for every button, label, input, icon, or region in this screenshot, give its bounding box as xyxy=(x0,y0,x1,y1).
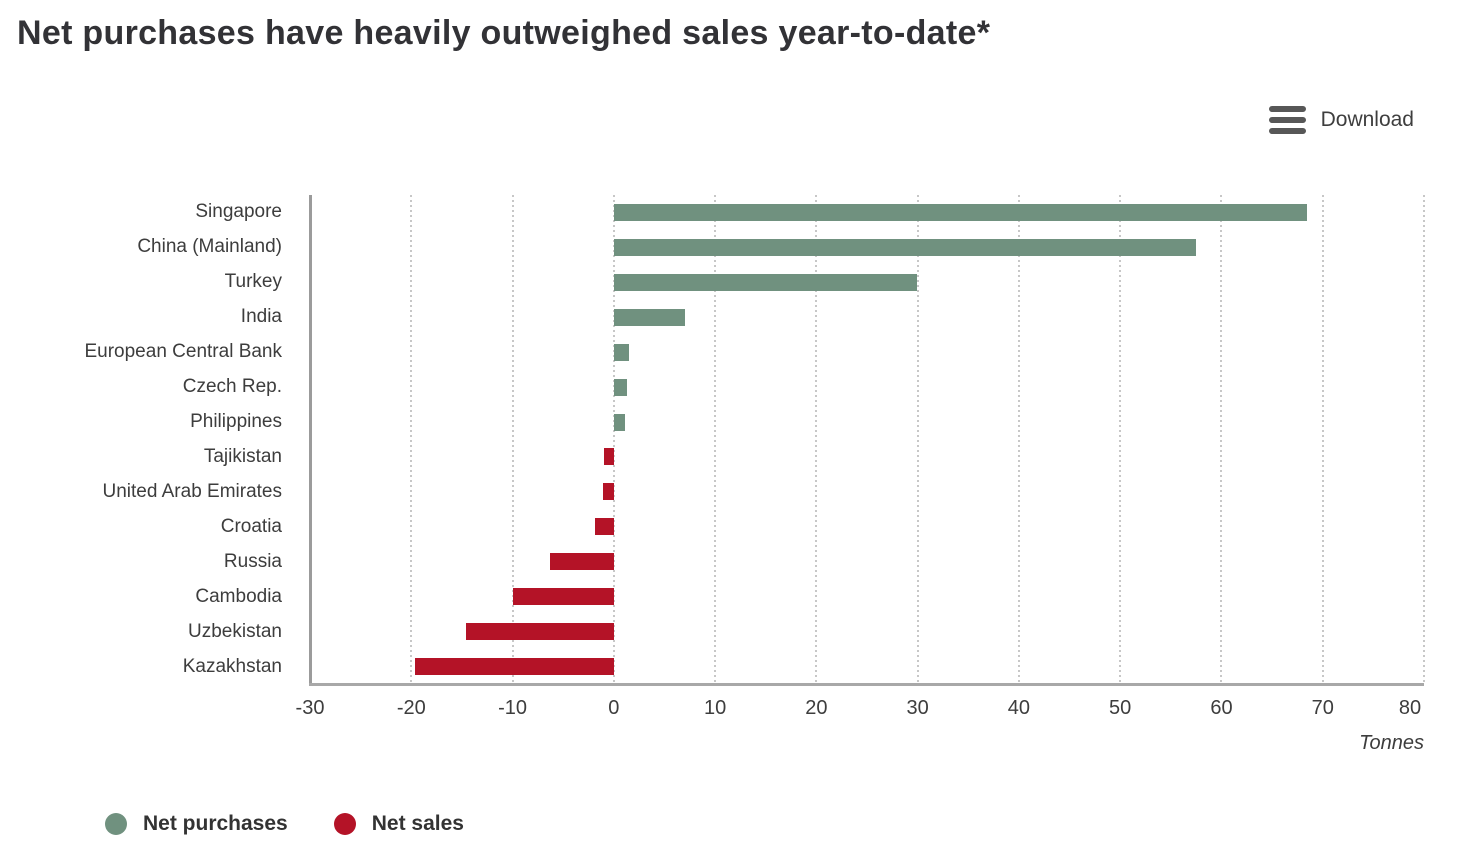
download-label: Download xyxy=(1320,108,1414,131)
bar-tajikistan[interactable] xyxy=(603,448,614,466)
gridline-50 xyxy=(1119,195,1122,684)
download-menu-icon xyxy=(1268,106,1306,134)
bar-czech-rep[interactable] xyxy=(613,378,627,396)
bar-uzbekistan[interactable] xyxy=(465,623,614,641)
gridline-70 xyxy=(1321,195,1324,684)
x-tick-label--10: -10 xyxy=(498,697,527,719)
bar-india[interactable] xyxy=(613,308,685,326)
chart-title: Net purchases have heavily outweighed sa… xyxy=(17,14,991,52)
category-label-china-mainland: China (Mainland) xyxy=(0,230,282,265)
x-axis-line xyxy=(309,683,1424,686)
x-tick-label-10: 10 xyxy=(703,697,727,719)
bar-kazakhstan[interactable] xyxy=(415,658,614,676)
category-label-india: India xyxy=(0,300,282,335)
x-axis-ticks: -30 -20 -10 0 10 20 30 40 50 60 70 80 xyxy=(296,697,1424,723)
category-label-philippines: Philippines xyxy=(0,405,282,440)
x-tick-label-20: 20 xyxy=(805,697,828,719)
x-tick-label-80: 80 xyxy=(1398,697,1422,719)
category-label-text: India xyxy=(240,306,282,328)
category-label-text: European Central Bank xyxy=(84,341,282,363)
category-label-czech-rep: Czech Rep. xyxy=(0,370,282,405)
bar-turkey[interactable] xyxy=(613,273,917,291)
category-label-kazakhstan: Kazakhstan xyxy=(0,649,282,684)
category-label-tajikistan: Tajikistan xyxy=(0,440,282,475)
bar-united-arab-emirates[interactable] xyxy=(602,483,614,501)
bar-singapore[interactable] xyxy=(613,203,1307,221)
x-tick-label-40: 40 xyxy=(1007,697,1031,719)
bar-china-mainland[interactable] xyxy=(613,238,1197,256)
category-label-text: Philippines xyxy=(190,411,282,433)
category-label-text: United Arab Emirates xyxy=(102,480,282,502)
category-label-text: Czech Rep. xyxy=(182,376,282,398)
download-button[interactable]: Download xyxy=(1268,106,1414,134)
x-tick-label-0: 0 xyxy=(608,697,620,719)
net-purchases-swatch xyxy=(105,813,127,835)
axis-unit-label: Tonnes xyxy=(1359,732,1424,754)
plot-area xyxy=(309,195,1425,686)
x-tick-label-30: 30 xyxy=(906,697,929,719)
net-sales-swatch xyxy=(333,813,356,835)
category-label-text: Cambodia xyxy=(195,585,282,607)
gridline--10 xyxy=(511,195,514,684)
category-label-text: Uzbekistan xyxy=(188,620,282,642)
x-tick-label-50: 50 xyxy=(1109,697,1132,719)
legend-label: Net sales xyxy=(371,812,464,835)
legend-item-net-purchases[interactable]: Net purchases xyxy=(105,812,288,836)
category-label-european-central-bank: European Central Bank xyxy=(0,335,282,370)
bar-philippines[interactable] xyxy=(613,413,625,431)
category-label-singapore: Singapore xyxy=(0,195,282,230)
gridline--20 xyxy=(410,195,413,684)
gridline-40 xyxy=(1017,195,1020,684)
category-label-text: China (Mainland) xyxy=(137,236,282,258)
category-label-text: Turkey xyxy=(224,271,282,293)
x-tick-label-60: 60 xyxy=(1210,697,1233,719)
legend-label: Net purchases xyxy=(143,812,288,835)
y-axis-line xyxy=(309,195,312,684)
category-label-text: Russia xyxy=(223,550,282,572)
bar-cambodia[interactable] xyxy=(512,588,614,606)
category-label-uzbekistan: Uzbekistan xyxy=(0,614,282,649)
gridline-80 xyxy=(1423,195,1425,684)
gridline-10 xyxy=(714,195,717,684)
x-tick-label--20: -20 xyxy=(396,697,426,719)
category-label-text: Kazakhstan xyxy=(182,655,282,677)
category-label-united-arab-emirates: United Arab Emirates xyxy=(0,474,282,509)
legend-item-net-sales[interactable]: Net sales xyxy=(333,812,464,836)
bar-russia[interactable] xyxy=(550,553,614,571)
x-tick-label--30: -30 xyxy=(295,697,325,719)
gridline-0 xyxy=(612,195,615,684)
category-label-text: Singapore xyxy=(195,201,282,223)
gridline-30 xyxy=(916,195,919,684)
category-axis: Singapore China (Mainland) Turkey India Euro… xyxy=(0,195,282,684)
category-label-russia: Russia xyxy=(0,544,282,579)
category-label-croatia: Croatia xyxy=(0,509,282,544)
category-label-text: Croatia xyxy=(220,515,282,537)
bar-european-central-bank[interactable] xyxy=(613,343,629,361)
gridline-20 xyxy=(815,195,818,684)
x-tick-label-70: 70 xyxy=(1311,697,1334,719)
gridline-60 xyxy=(1220,195,1223,684)
category-label-text: Tajikistan xyxy=(203,445,282,467)
category-label-turkey: Turkey xyxy=(0,265,282,300)
category-label-cambodia: Cambodia xyxy=(0,579,282,614)
legend: Net purchases Net sales xyxy=(105,812,464,836)
bar-croatia[interactable] xyxy=(594,518,614,536)
